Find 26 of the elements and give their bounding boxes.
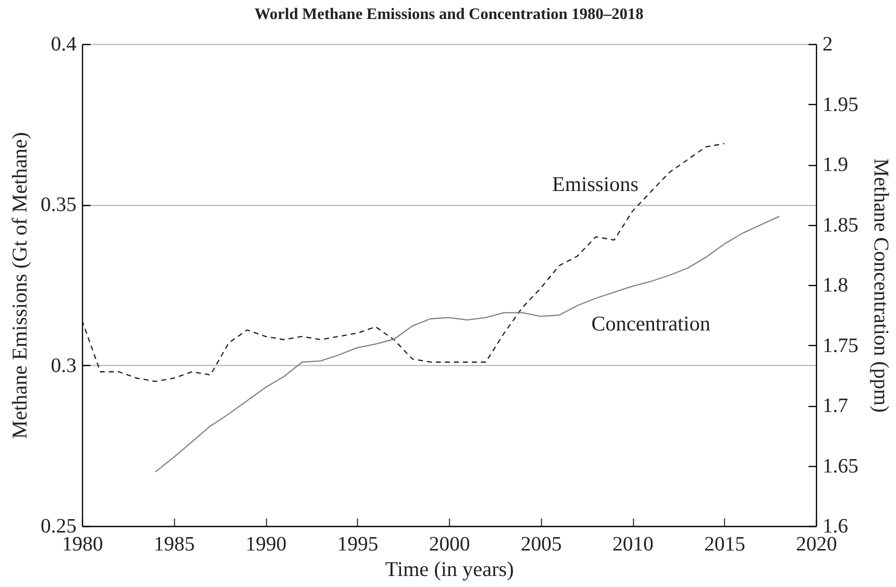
y-tick-label: 0.35 [40, 194, 76, 216]
y2-tick-label: 1.7 [822, 395, 848, 417]
y2-tick-label: 1.95 [822, 94, 858, 116]
y-tick-label: 0.3 [50, 354, 76, 377]
line-series [82, 143, 725, 382]
x-tick-label: 2010 [612, 534, 654, 556]
x-tick-label: 2015 [704, 534, 746, 556]
y2-axis-title: Methane Concentration (ppm) [869, 158, 894, 413]
y2-tick-label: 1.75 [822, 334, 858, 357]
y-axis-title: Methane Emissions (Gt of Methane) [8, 132, 32, 439]
chart-title: World Methane Emissions and Concentration 1980–2018 [254, 6, 644, 23]
x-tick-label: 1995 [337, 534, 378, 556]
x-tick-label: 1990 [246, 534, 286, 556]
x-tick-label: 2005 [520, 534, 562, 556]
x-axis-title: Time (in years) [385, 557, 514, 581]
y2-tick-label: 1.65 [822, 455, 858, 478]
y2-tick-label: 2 [822, 34, 833, 56]
x-tick-label: 2000 [429, 534, 470, 556]
x-tick-label: 1985 [154, 534, 195, 556]
line-series [154, 216, 780, 472]
y2-tick-label: 1.85 [822, 214, 858, 236]
y2-tick-label: 1.9 [822, 154, 848, 176]
series-label: Emissions [552, 172, 638, 196]
series-label: Concentration [591, 311, 711, 336]
y2-tick-label: 1.8 [822, 274, 848, 296]
y-tick-label: 0.4 [50, 34, 76, 56]
